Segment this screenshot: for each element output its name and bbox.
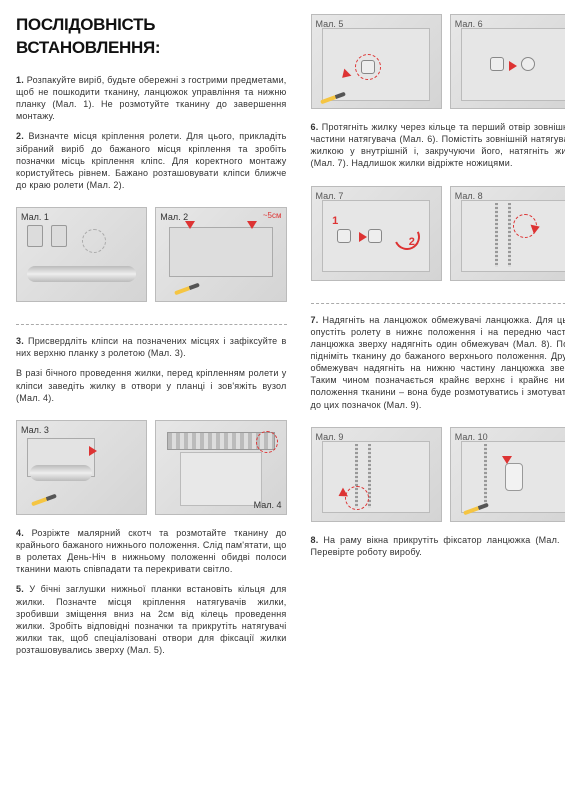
step-1-num: 1. (16, 75, 24, 85)
step-4: 4. Розріжте малярний скотч та розмотайте… (16, 527, 287, 576)
figure-7: Мал. 7 1 2 (311, 186, 442, 281)
step-3b: В разі бічного проведення жилки, перед к… (16, 367, 287, 403)
figure-2-label: Мал. 2 (160, 211, 188, 223)
step-5: 5. У бічні заглушки нижньої планки встан… (16, 583, 287, 656)
step-2-text: Визначте місця кріплення ролети. Для цьо… (16, 131, 287, 190)
figure-1: Мал. 1 (16, 207, 147, 302)
step-2: 2. Визначте місця кріплення ролети. Для … (16, 130, 287, 191)
left-column: ПОСЛІДОВНІСТЬ ВСТАНОВЛЕННЯ: 1. Розпакуйт… (16, 14, 287, 664)
step-5-text: У бічні заглушки нижньої планки встанові… (16, 584, 287, 655)
fig-row-5-6: Мал. 5 Мал. 6 (311, 14, 565, 109)
figure-8: Мал. 8 (450, 186, 565, 281)
figure-7-label: Мал. 7 (316, 190, 344, 202)
step-3: 3. Присвердліть кліпси на позначених міс… (16, 335, 287, 359)
figure-9-label: Мал. 9 (316, 431, 344, 443)
figure-9: Мал. 9 (311, 427, 442, 522)
step-7: 7. Надягніть на ланцюжок обмежувачі ланц… (311, 314, 565, 411)
figure-10: Мал. 10 (450, 427, 565, 522)
step-7-text: Надягніть на ланцюжок обмежувачі ланцюжк… (311, 315, 565, 410)
fig-row-7-8: Мал. 7 1 2 Мал. 8 (311, 186, 565, 281)
figure-3: Мал. 3 (16, 420, 147, 515)
figure-2-dist: ~5см (263, 211, 282, 222)
right-column: Мал. 5 Мал. 6 6. Протягніть жилку через … (311, 14, 565, 664)
step-3-num: 3. (16, 336, 24, 346)
annot-1: 1 (332, 214, 338, 229)
divider (311, 303, 565, 304)
figure-3-label: Мал. 3 (21, 424, 49, 436)
page-title: ПОСЛІДОВНІСТЬ ВСТАНОВЛЕННЯ: (16, 14, 287, 60)
step-3-text: Присвердліть кліпси на позначених місцях… (16, 336, 287, 358)
step-5-num: 5. (16, 584, 24, 594)
figure-10-label: Мал. 10 (455, 431, 488, 443)
step-8: 8. На раму вікна прикрутіть фіксатор лан… (311, 534, 565, 558)
step-8-text: На раму вікна прикрутіть фіксатор ланцюж… (311, 535, 565, 557)
fig-row-3-4: Мал. 3 Мал. 4 (16, 420, 287, 515)
step-1-text: Розпакуйте виріб, будьте обережні з гост… (16, 75, 287, 121)
figure-6: Мал. 6 (450, 14, 565, 109)
figure-5-label: Мал. 5 (316, 18, 344, 30)
figure-4: Мал. 4 (155, 420, 286, 515)
figure-6-label: Мал. 6 (455, 18, 483, 30)
step-6-text: Протягніть жилку через кільце та перший … (311, 122, 565, 168)
fig-row-1-2: Мал. 1 Мал. 2 ~5см (16, 207, 287, 302)
step-6: 6. Протягніть жилку через кільце та перш… (311, 121, 565, 170)
page-grid: ПОСЛІДОВНІСТЬ ВСТАНОВЛЕННЯ: 1. Розпакуйт… (16, 14, 565, 664)
figure-5: Мал. 5 (311, 14, 442, 109)
divider (16, 324, 287, 325)
fig-row-9-10: Мал. 9 Мал. 10 (311, 427, 565, 522)
figure-4-label: Мал. 4 (254, 499, 282, 511)
step-2-num: 2. (16, 131, 24, 141)
figure-8-label: Мал. 8 (455, 190, 483, 202)
figure-2: Мал. 2 ~5см (155, 207, 286, 302)
step-4-text: Розріжте малярний скотч та розмотайте тк… (16, 528, 287, 574)
figure-1-label: Мал. 1 (21, 211, 49, 223)
step-4-num: 4. (16, 528, 24, 538)
step-1: 1. Розпакуйте виріб, будьте обережні з г… (16, 74, 287, 123)
